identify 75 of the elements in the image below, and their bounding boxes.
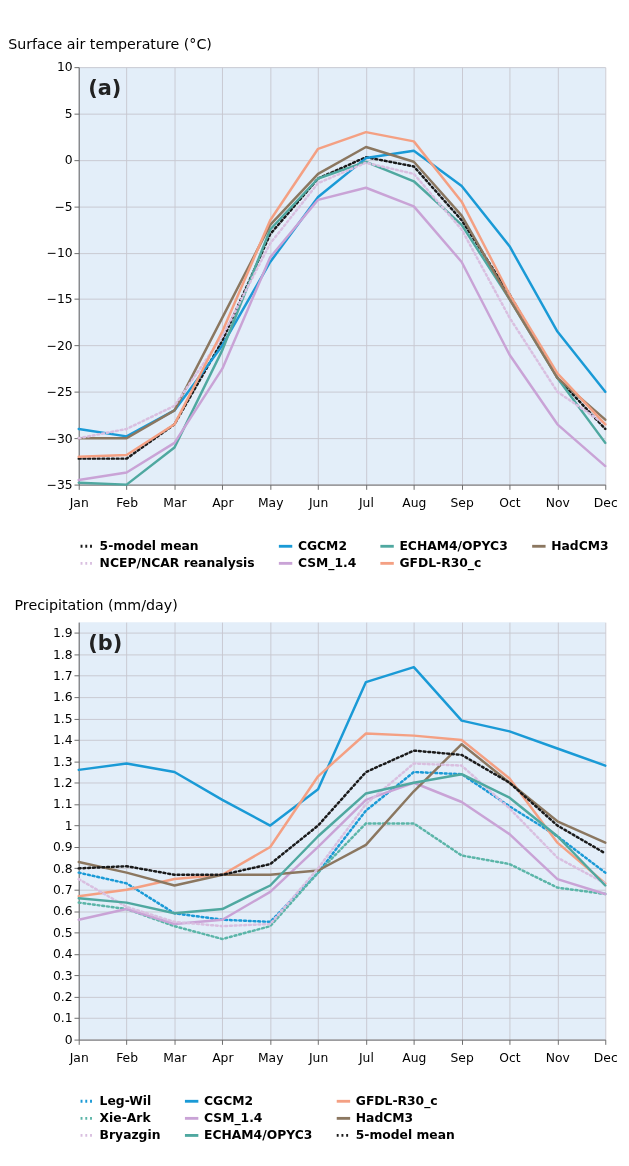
legend-label: HadCM3 bbox=[355, 1111, 414, 1126]
y-tick-label: 1.8 bbox=[52, 647, 73, 662]
y-tick-label: −5 bbox=[54, 199, 73, 214]
y-tick-label: 1 bbox=[64, 818, 73, 833]
y-tick-label: 0.1 bbox=[52, 1011, 73, 1026]
x-tick-label: Mar bbox=[163, 495, 188, 510]
y-tick-label: 1.9 bbox=[52, 626, 73, 641]
legend-label: Bryazgin bbox=[99, 1128, 161, 1143]
y-tick-label: 0.5 bbox=[52, 925, 73, 940]
x-tick-label: Jan bbox=[68, 1050, 89, 1065]
x-tick-label: Nov bbox=[545, 1050, 570, 1065]
chart-title: Surface air temperature (°C) bbox=[8, 36, 212, 53]
y-tick-label: 10 bbox=[56, 60, 73, 75]
legend-label: CGCM2 bbox=[203, 1094, 254, 1109]
legend-label: 5-model mean bbox=[99, 539, 199, 554]
x-tick-label: Sep bbox=[450, 1050, 474, 1065]
x-tick-label: Oct bbox=[499, 495, 521, 510]
x-tick-label: Dec bbox=[593, 495, 618, 510]
line-series bbox=[77, 665, 607, 827]
y-tick-label: 1.6 bbox=[52, 690, 73, 705]
x-tick-label: Sep bbox=[450, 495, 474, 510]
x-tick-label: Feb bbox=[116, 495, 139, 510]
y-tick-label: 1.2 bbox=[52, 776, 73, 790]
legend-label: 5-model mean bbox=[355, 1128, 455, 1143]
x-tick-label: May bbox=[257, 495, 284, 510]
y-tick-label: 1.3 bbox=[52, 754, 73, 769]
x-tick-label: Aug bbox=[402, 1050, 427, 1065]
y-tick-label: −35 bbox=[46, 477, 73, 492]
y-tick-label: 0.4 bbox=[52, 947, 73, 962]
legend-label: CSM_1.4 bbox=[203, 1111, 263, 1127]
y-tick-label: 5 bbox=[64, 106, 73, 121]
x-tick-label: Jul bbox=[357, 1050, 374, 1065]
annotation: (a) bbox=[88, 75, 122, 100]
y-tick-label: 0.7 bbox=[52, 883, 73, 898]
y-tick-label: 0 bbox=[64, 1032, 73, 1047]
legend-label: Leg-Wil bbox=[99, 1094, 152, 1109]
y-tick-label: 1.4 bbox=[52, 733, 73, 748]
legend-label: ECHAM4/OPYC3 bbox=[203, 1128, 313, 1143]
legend-label: HadCM3 bbox=[551, 539, 609, 554]
legend-label: ECHAM4/OPYC3 bbox=[399, 539, 508, 554]
y-tick-label: −15 bbox=[46, 292, 73, 307]
chart-title: Precipitation (mm/day) bbox=[14, 596, 178, 613]
y-tick-label: 0 bbox=[64, 153, 73, 168]
y-tick-label: −20 bbox=[46, 338, 73, 353]
x-tick-label: May bbox=[257, 1050, 284, 1065]
annotation: (b) bbox=[88, 630, 123, 655]
x-tick-label: Feb bbox=[116, 1050, 139, 1065]
x-tick-label: Mar bbox=[163, 1050, 188, 1065]
x-tick-label: Apr bbox=[212, 495, 235, 510]
y-tick-label: −30 bbox=[46, 431, 73, 446]
legend-label: CSM_1.4 bbox=[297, 556, 357, 572]
y-tick-label: 0.2 bbox=[52, 990, 73, 1005]
legend-label: GFDL-R30_c bbox=[355, 1094, 438, 1110]
x-tick-label: Dec bbox=[593, 1050, 618, 1065]
y-tick-label: 0.8 bbox=[52, 861, 73, 876]
y-tick-label: −10 bbox=[46, 245, 73, 260]
x-tick-label: Jan bbox=[68, 495, 89, 510]
legend-label: NCEP/NCAR reanalysis bbox=[99, 556, 255, 571]
y-tick-label: 0.9 bbox=[52, 840, 73, 855]
x-tick-label: Jun bbox=[307, 1050, 329, 1065]
x-tick-label: Aug bbox=[402, 495, 427, 510]
x-tick-label: Nov bbox=[545, 495, 570, 510]
y-tick-label: 0.3 bbox=[52, 968, 73, 983]
legend-label: CGCM2 bbox=[297, 539, 347, 554]
x-tick-label: Apr bbox=[212, 1050, 235, 1065]
x-tick-label: Oct bbox=[499, 1050, 521, 1065]
x-tick-label: Jun bbox=[307, 495, 329, 510]
legend-label: Xie-Ark bbox=[99, 1111, 152, 1126]
y-tick-label: 1.7 bbox=[52, 668, 73, 683]
y-tick-label: 1.1 bbox=[52, 797, 73, 812]
legend-label: GFDL-R30_c bbox=[399, 556, 482, 572]
y-tick-label: 1.5 bbox=[52, 711, 73, 726]
y-tick-label: −25 bbox=[46, 385, 73, 400]
y-tick-label: 0.6 bbox=[52, 904, 73, 919]
x-tick-label: Jul bbox=[357, 495, 374, 510]
